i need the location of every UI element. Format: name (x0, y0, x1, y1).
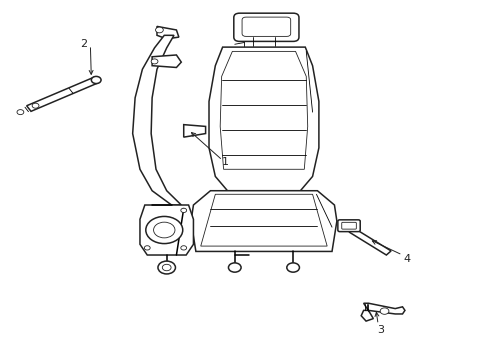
Polygon shape (208, 47, 318, 191)
Circle shape (155, 27, 163, 33)
FancyBboxPatch shape (337, 220, 360, 231)
FancyBboxPatch shape (341, 222, 356, 229)
Polygon shape (183, 125, 205, 137)
Circle shape (158, 261, 175, 274)
Circle shape (181, 208, 186, 212)
FancyBboxPatch shape (233, 13, 298, 41)
Polygon shape (152, 55, 181, 67)
Circle shape (153, 222, 175, 238)
Circle shape (145, 216, 183, 244)
Circle shape (91, 76, 101, 84)
Text: 4: 4 (403, 253, 410, 264)
Polygon shape (191, 191, 336, 251)
Circle shape (17, 110, 24, 114)
Polygon shape (157, 26, 179, 39)
Circle shape (32, 103, 39, 108)
Polygon shape (132, 35, 181, 205)
Circle shape (379, 308, 388, 314)
Circle shape (144, 246, 150, 250)
Text: 2: 2 (81, 39, 87, 49)
Polygon shape (26, 77, 98, 111)
Circle shape (162, 264, 171, 271)
Circle shape (228, 263, 241, 272)
Polygon shape (361, 303, 404, 321)
Polygon shape (348, 228, 390, 255)
Circle shape (151, 59, 158, 64)
Text: 3: 3 (376, 325, 384, 335)
Circle shape (286, 263, 299, 272)
Circle shape (181, 246, 186, 250)
Polygon shape (140, 205, 193, 255)
Text: 1: 1 (221, 157, 228, 167)
